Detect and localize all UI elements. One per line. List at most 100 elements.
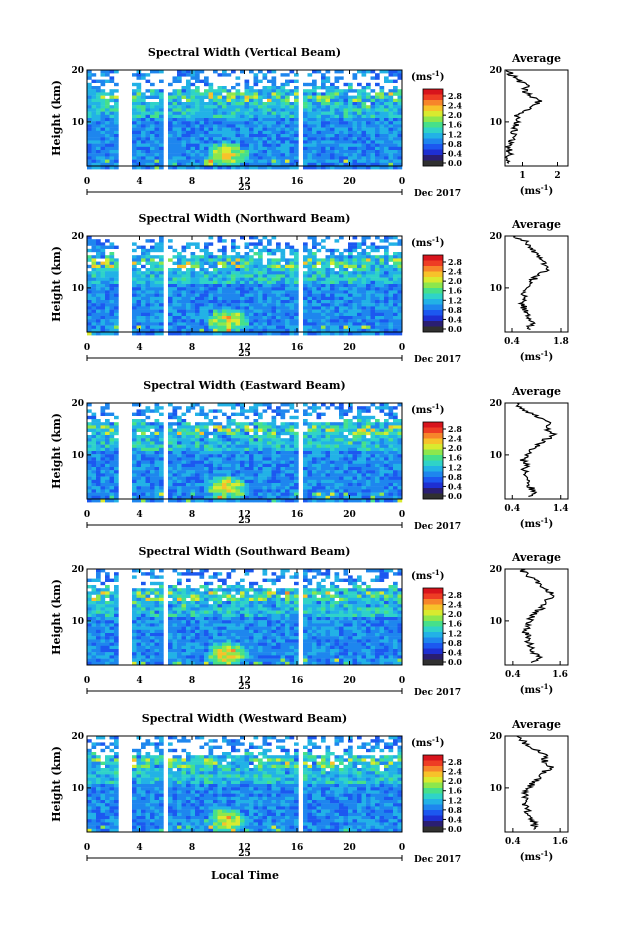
heatmap-cell bbox=[154, 95, 160, 99]
heatmap-cell bbox=[154, 441, 160, 445]
heatmap-cell bbox=[208, 284, 214, 288]
heatmap-cell bbox=[294, 303, 299, 307]
heatmap-cell bbox=[105, 258, 110, 262]
heatmap-cell bbox=[343, 82, 349, 87]
heatmap-cell bbox=[285, 306, 290, 310]
heatmap-cell bbox=[262, 236, 268, 240]
heatmap-cell bbox=[186, 150, 191, 154]
heatmap-cell bbox=[294, 261, 299, 265]
heatmap-cell bbox=[343, 162, 349, 167]
heatmap-cell bbox=[231, 261, 236, 265]
heatmap-cell bbox=[370, 130, 376, 135]
heatmap-cell bbox=[276, 328, 281, 333]
heatmap-cell bbox=[145, 248, 151, 253]
heatmap-cell bbox=[289, 284, 295, 288]
heatmap-cell bbox=[154, 284, 160, 288]
heatmap-cell bbox=[186, 108, 191, 112]
heatmap-cell bbox=[249, 258, 254, 262]
heatmap-cell bbox=[190, 70, 196, 74]
heatmap-cell bbox=[312, 473, 317, 477]
heatmap-cell bbox=[109, 300, 115, 304]
heatmap-cell bbox=[321, 284, 326, 288]
heatmap-cell bbox=[352, 236, 358, 240]
heatmap-cell bbox=[177, 309, 182, 313]
heatmap-cell bbox=[159, 296, 164, 301]
heatmap-cell bbox=[280, 306, 286, 310]
heatmap-cell bbox=[276, 245, 281, 249]
heatmap-cell bbox=[136, 146, 142, 151]
heatmap-cell bbox=[199, 105, 205, 109]
heatmap-cell bbox=[357, 105, 362, 109]
heatmap-cell bbox=[276, 280, 281, 285]
heatmap-cell bbox=[249, 127, 254, 131]
heatmap-cell bbox=[132, 293, 137, 297]
heatmap-cell bbox=[150, 239, 155, 243]
heatmap-cell bbox=[316, 412, 322, 416]
heatmap-cell bbox=[276, 406, 281, 410]
heatmap-cell bbox=[294, 309, 299, 313]
heatmap-cell bbox=[361, 166, 367, 170]
colorbar-tick-label: 0.4 bbox=[448, 148, 462, 158]
heatmap-cell bbox=[303, 316, 308, 320]
heatmap-cell bbox=[105, 153, 110, 157]
heatmap-cell bbox=[307, 438, 313, 442]
heatmap-cell bbox=[105, 121, 110, 125]
heatmap-cell bbox=[213, 293, 218, 297]
heatmap-cell bbox=[87, 312, 92, 317]
heatmap-cell bbox=[136, 111, 142, 115]
heatmap-cell bbox=[132, 486, 137, 490]
heatmap-cell bbox=[96, 137, 101, 141]
heatmap-cell bbox=[361, 146, 367, 151]
heatmap-cell bbox=[231, 473, 236, 477]
heatmap-cell bbox=[267, 489, 272, 493]
heatmap-cell bbox=[213, 431, 218, 436]
heatmap-cell bbox=[217, 444, 223, 448]
heatmap-cell bbox=[249, 460, 254, 464]
heatmap-cell bbox=[289, 159, 295, 163]
heatmap-cell bbox=[289, 489, 295, 493]
heatmap-cell bbox=[379, 332, 385, 336]
heatmap-cell bbox=[231, 293, 236, 297]
heatmap-cell bbox=[370, 156, 376, 160]
heatmap-cell bbox=[343, 108, 349, 112]
heatmap-cell bbox=[231, 296, 236, 301]
heatmap-cell bbox=[141, 470, 146, 474]
heatmap-cell bbox=[303, 447, 308, 452]
heatmap-cell bbox=[357, 124, 362, 128]
heatmap-cell bbox=[141, 274, 146, 278]
heatmap-cell bbox=[186, 447, 191, 452]
heatmap-cell bbox=[253, 245, 259, 249]
heatmap-cell bbox=[136, 486, 142, 490]
heatmap-cell bbox=[105, 296, 110, 301]
heatmap-cell bbox=[145, 457, 151, 461]
heatmap-cell bbox=[393, 325, 398, 329]
heatmap-cell bbox=[280, 137, 286, 141]
heatmap-cell bbox=[339, 124, 344, 128]
heatmap-cell bbox=[145, 470, 151, 474]
heatmap-cell bbox=[267, 268, 272, 272]
heatmap-cell bbox=[240, 264, 245, 269]
heatmap-cell bbox=[217, 118, 223, 122]
heatmap-cell bbox=[195, 476, 200, 480]
heatmap-cell bbox=[289, 473, 295, 477]
heatmap-cell bbox=[262, 422, 268, 426]
heatmap-cell bbox=[222, 162, 227, 167]
heatmap-cell bbox=[226, 280, 232, 285]
heatmap-cell bbox=[343, 105, 349, 109]
heatmap-cell bbox=[325, 280, 331, 285]
heatmap-cell bbox=[285, 271, 290, 275]
heatmap-cell bbox=[294, 89, 299, 93]
heatmap-cell bbox=[222, 118, 227, 122]
heatmap-cell bbox=[100, 70, 106, 74]
colorbar-segment bbox=[423, 310, 443, 316]
heatmap-cell bbox=[105, 124, 110, 128]
heatmap-cell bbox=[190, 268, 196, 272]
colorbar-tick-label: 2.0 bbox=[448, 276, 462, 286]
heatmap-cell bbox=[289, 89, 295, 93]
heatmap-cell bbox=[321, 95, 326, 99]
heatmap-cell bbox=[114, 463, 119, 468]
month-label: Dec 2017 bbox=[414, 355, 461, 365]
heatmap-cell bbox=[258, 438, 263, 442]
heatmap-cell bbox=[195, 428, 200, 432]
heatmap-cell bbox=[186, 105, 191, 109]
